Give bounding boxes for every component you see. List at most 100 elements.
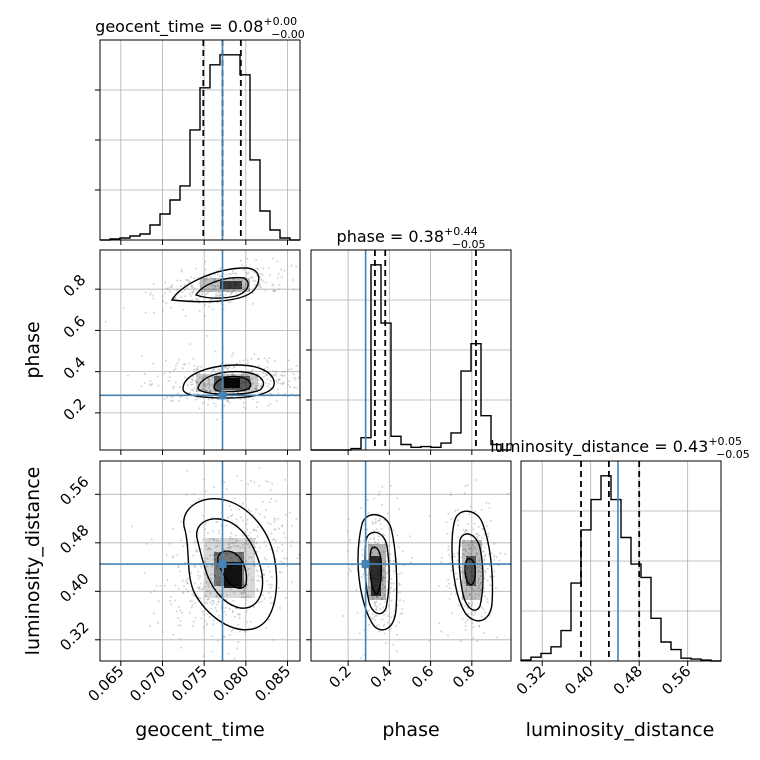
sample-point bbox=[213, 367, 216, 370]
sample-point bbox=[233, 591, 236, 594]
sample-point bbox=[485, 525, 488, 528]
sample-point bbox=[387, 615, 390, 617]
sample-point bbox=[266, 374, 269, 377]
sample-point bbox=[241, 372, 244, 375]
sample-point bbox=[203, 314, 206, 317]
sample-point bbox=[227, 301, 230, 304]
sample-point bbox=[238, 616, 241, 619]
axes-frame bbox=[99, 249, 301, 451]
sample-point bbox=[225, 598, 228, 601]
sample-point bbox=[226, 552, 228, 555]
sample-point bbox=[190, 295, 192, 297]
sample-point bbox=[219, 291, 222, 294]
sample-point bbox=[257, 574, 260, 577]
sample-point bbox=[385, 577, 387, 579]
sample-point bbox=[482, 550, 485, 553]
sample-point bbox=[473, 522, 476, 525]
sample-point bbox=[153, 589, 156, 592]
sample-point bbox=[486, 579, 489, 582]
sample-point bbox=[263, 557, 266, 560]
sample-point bbox=[232, 289, 235, 292]
sample-point bbox=[269, 602, 272, 605]
sample-point bbox=[241, 592, 244, 595]
sample-point bbox=[240, 374, 243, 377]
sample-point bbox=[216, 294, 219, 297]
sample-point bbox=[179, 609, 182, 612]
sample-point bbox=[224, 366, 227, 368]
sample-point bbox=[371, 521, 374, 524]
sample-point bbox=[246, 584, 248, 587]
sample-point bbox=[187, 362, 190, 365]
sample-point bbox=[392, 570, 395, 573]
sample-point bbox=[195, 298, 198, 301]
sample-point bbox=[355, 588, 358, 591]
sample-point bbox=[401, 550, 404, 553]
sample-point bbox=[217, 541, 220, 544]
sample-point bbox=[273, 520, 275, 523]
sample-point bbox=[493, 555, 495, 558]
sample-point bbox=[483, 546, 486, 549]
sample-point bbox=[219, 369, 221, 372]
sample-point bbox=[398, 573, 401, 576]
sample-point bbox=[217, 600, 220, 603]
sample-point bbox=[268, 274, 271, 277]
sample-point bbox=[284, 597, 287, 599]
sample-point bbox=[445, 585, 448, 588]
sample-point bbox=[149, 291, 152, 294]
sample-point bbox=[231, 542, 234, 544]
sample-point bbox=[363, 629, 366, 632]
sample-point bbox=[211, 384, 214, 387]
sample-point bbox=[194, 616, 197, 619]
sample-point bbox=[295, 517, 298, 520]
sample-point bbox=[264, 545, 267, 548]
sample-point bbox=[386, 512, 389, 515]
sample-point bbox=[196, 380, 199, 383]
sample-point bbox=[447, 545, 450, 548]
sample-point bbox=[280, 268, 283, 271]
sample-point bbox=[192, 357, 195, 360]
sample-point bbox=[271, 638, 274, 641]
sample-point bbox=[450, 569, 453, 572]
sample-point bbox=[475, 554, 478, 557]
sample-point bbox=[206, 389, 208, 392]
sample-point bbox=[243, 580, 246, 583]
sample-point bbox=[233, 615, 236, 618]
sample-point bbox=[376, 542, 379, 545]
sample-point bbox=[169, 595, 172, 598]
sample-point bbox=[192, 554, 195, 557]
sample-point bbox=[291, 525, 294, 528]
sample-point bbox=[284, 536, 287, 539]
sample-point bbox=[495, 556, 498, 559]
sample-point bbox=[473, 596, 476, 599]
sample-point bbox=[292, 279, 295, 281]
sample-point bbox=[272, 290, 275, 293]
sample-point bbox=[342, 615, 345, 617]
sample-point bbox=[197, 577, 200, 580]
sample-point bbox=[377, 493, 380, 496]
sample-point bbox=[215, 565, 218, 568]
sample-point bbox=[204, 560, 206, 563]
sample-point bbox=[196, 550, 199, 553]
sample-point bbox=[246, 272, 249, 275]
sample-point bbox=[226, 290, 229, 293]
sample-point bbox=[186, 278, 189, 281]
sample-point bbox=[204, 278, 206, 281]
sample-point bbox=[224, 293, 227, 296]
sample-point bbox=[211, 308, 214, 311]
sample-point bbox=[215, 551, 218, 554]
sample-point bbox=[214, 574, 216, 577]
sample-point bbox=[188, 391, 191, 394]
sample-point bbox=[232, 278, 235, 281]
sample-point bbox=[208, 547, 211, 549]
sample-point bbox=[225, 594, 228, 596]
sample-point bbox=[383, 534, 385, 537]
sample-point bbox=[269, 523, 272, 526]
sample-point bbox=[215, 418, 218, 421]
sample-point bbox=[409, 561, 412, 564]
sample-point bbox=[252, 561, 255, 564]
sample-point bbox=[287, 359, 290, 362]
sample-point bbox=[205, 389, 208, 392]
sample-point bbox=[218, 576, 221, 579]
sample-point bbox=[375, 600, 378, 603]
sample-point bbox=[267, 565, 270, 568]
